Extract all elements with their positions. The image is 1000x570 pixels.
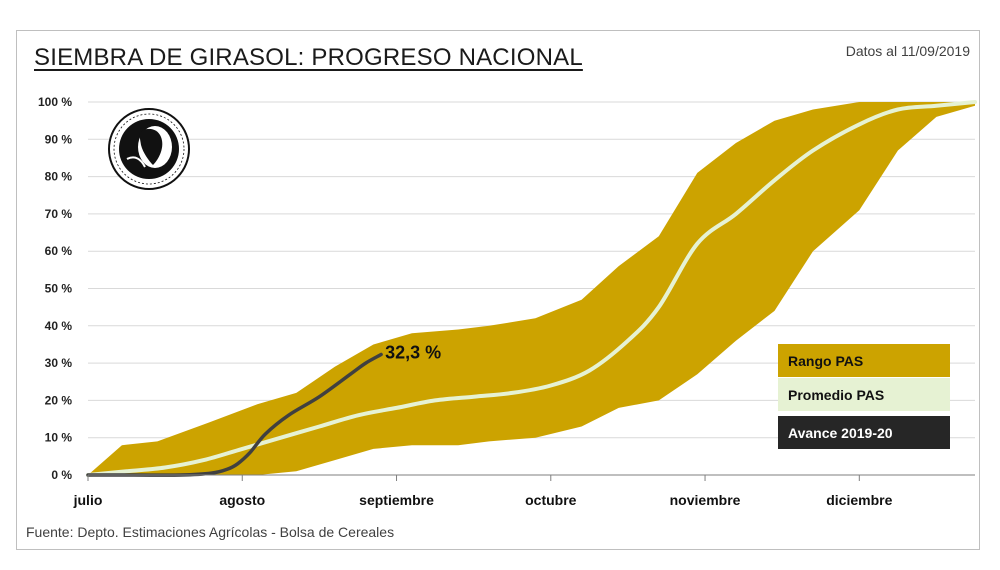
legend-promedio-pas: Promedio PAS — [778, 378, 950, 411]
x-tick-label: septiembre — [359, 492, 434, 508]
bolsa-de-cereales-seal-logo — [108, 108, 190, 190]
y-tick-label: 10 % — [45, 431, 73, 445]
current-value-annotation: 32,3 % — [385, 343, 441, 363]
y-tick-label: 60 % — [45, 244, 73, 258]
y-tick-label: 40 % — [45, 319, 73, 333]
x-tick-label: julio — [73, 492, 103, 508]
y-tick-label: 80 % — [45, 170, 73, 184]
y-tick-label: 90 % — [45, 132, 73, 146]
y-tick-label: 0 % — [51, 468, 72, 482]
chart-title: SIEMBRA DE GIRASOL: PROGRESO NACIONAL — [34, 44, 583, 71]
source-note: Fuente: Depto. Estimaciones Agrícolas - … — [26, 524, 395, 540]
y-tick-label: 70 % — [45, 207, 73, 221]
y-tick-label: 30 % — [45, 356, 73, 370]
series-promedio-pas-line — [86, 100, 977, 477]
x-tick-label: agosto — [219, 492, 265, 508]
series-rango-pas-band — [88, 102, 975, 475]
legend-rango-pas: Rango PAS — [778, 344, 950, 377]
x-tick-label: diciembre — [826, 492, 892, 508]
y-tick-label: 20 % — [45, 393, 73, 407]
date-note: Datos al 11/09/2019 — [845, 43, 970, 59]
axes: 0 % 10 % 20 % 30 % 40 % 50 % 60 % 70 % 80 % 90 % 1… — [38, 95, 975, 508]
y-tick-label: 50 % — [45, 282, 73, 296]
x-tick-label: noviembre — [670, 492, 741, 508]
y-tick-label: 100 % — [38, 95, 72, 109]
x-tick-label: octubre — [525, 492, 577, 508]
legend-avance-2019-20: Avance 2019-20 — [778, 416, 950, 449]
